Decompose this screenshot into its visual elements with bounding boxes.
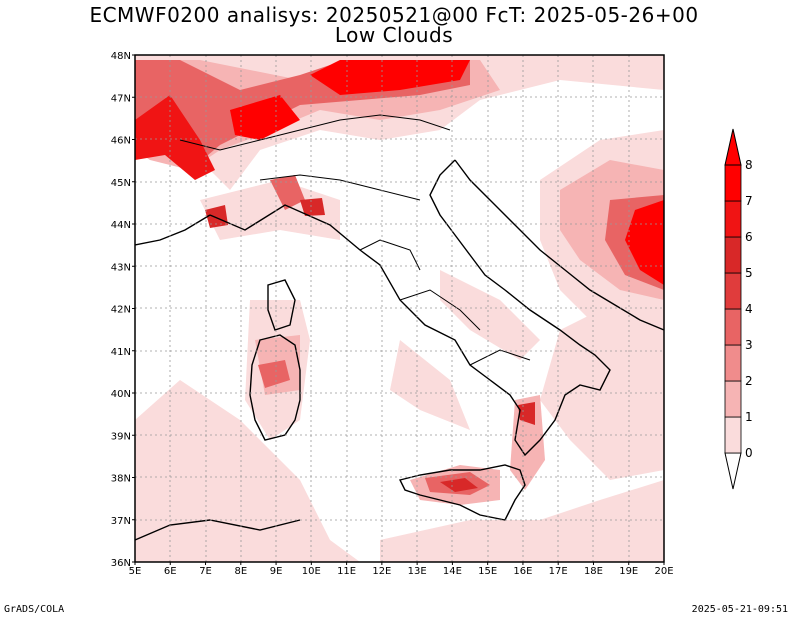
colorbar: 0 1 2 3 4 5 6 7 8 (724, 128, 753, 490)
cloud-max-balkans (625, 200, 664, 285)
colorbar-segment (724, 200, 742, 238)
lon-tick-label: 5E (129, 566, 142, 577)
colorbar-level-label: 1 (745, 410, 753, 424)
lon-tick-label: 7E (199, 566, 212, 577)
lon-tick-label: 18E (584, 566, 603, 577)
lat-tick-label: 41N (111, 347, 131, 358)
colorbar-segment (724, 272, 742, 310)
lat-tick-label: 42N (111, 305, 131, 316)
cloud-field-sea-west (135, 380, 360, 562)
colorbar-segment (724, 344, 742, 382)
lon-tick-label: 16E (513, 566, 532, 577)
cloud-core-sardinia-strong (258, 360, 290, 388)
corsica-coastline (267, 279, 296, 331)
lat-tick-label: 40N (111, 389, 131, 400)
lat-tick-label: 38N (111, 474, 131, 485)
italy-mainland-coastline (209, 159, 611, 457)
colorbar-segment (724, 380, 742, 418)
colorbar-segment (724, 236, 742, 274)
lon-tick-label: 17E (549, 566, 568, 577)
latitude-tick-labels: 36N 37N 38N 39N 40N 41N 42N 43N 44N 45N 46N 47N 48N (111, 51, 135, 569)
lon-tick-label: 9E (270, 566, 283, 577)
lat-tick-label: 37N (111, 516, 131, 527)
colorbar-segment (724, 416, 742, 454)
colorbar-level-label: 5 (745, 266, 753, 280)
border-line-c (359, 239, 421, 271)
cloud-field-tyrrhenian (390, 340, 470, 430)
cloud-max-central-alps (230, 95, 300, 140)
colorbar-max-arrow (724, 128, 742, 166)
cloud-max-tyrrhenian (205, 205, 228, 228)
sardinia-coastline (249, 334, 301, 441)
balkan-coastline (454, 159, 664, 331)
colorbar-min-arrow (724, 452, 742, 490)
colorbar-level-label: 6 (745, 230, 753, 244)
lat-tick-label: 43N (111, 262, 131, 273)
lat-tick-label: 45N (111, 178, 131, 189)
lon-tick-label: 12E (372, 566, 391, 577)
colorbar-segment (724, 308, 742, 346)
cloud-field-adriatic-coast (440, 270, 540, 360)
cloud-max-sicily (440, 478, 478, 492)
lon-tick-label: 19E (619, 566, 638, 577)
border-line-a (179, 114, 451, 151)
colorbar-level-label: 8 (745, 158, 753, 172)
lon-tick-label: 14E (443, 566, 462, 577)
map-title: ECMWF0200 analisys: 20250521@00 FcT: 202… (89, 3, 699, 27)
timestamp-label: 2025-05-21-09:51 (691, 604, 788, 615)
colorbar-level-label: 0 (745, 446, 753, 460)
regional-borders (179, 114, 531, 366)
colorbar-level-label: 7 (745, 194, 753, 208)
colorbar-level-label: 2 (745, 374, 753, 388)
lon-tick-label: 13E (408, 566, 427, 577)
lat-tick-label: 44N (111, 220, 131, 231)
border-line-d (399, 289, 481, 331)
lon-tick-label: 10E (302, 566, 321, 577)
colorbar-level-label: 3 (745, 338, 753, 352)
lat-tick-label: 46N (111, 136, 131, 147)
lon-tick-label: 6E (164, 566, 177, 577)
cloud-max-calabria (518, 402, 535, 425)
map-subtitle: Low Clouds (334, 23, 454, 47)
longitude-tick-labels: 5E 6E 7E 8E 9E 10E 11E 12E 13E 14E 15E 16E 17E 18E 19E… (129, 562, 674, 577)
lat-tick-label: 39N (111, 431, 131, 442)
lat-tick-label: 36N (111, 558, 131, 569)
colorbar-level-label: 4 (745, 302, 753, 316)
france-coastline (135, 214, 211, 246)
lat-tick-label: 47N (111, 93, 131, 104)
border-line-b (259, 174, 421, 201)
cloud-core-liguria-strong (270, 175, 305, 210)
coastlines (135, 159, 664, 541)
cloud-fill-layer (135, 55, 664, 562)
cloud-max-liguria (300, 198, 325, 216)
lon-tick-label: 11E (337, 566, 356, 577)
credit-label: GrADS/COLA (4, 604, 65, 615)
sicily-coastline (398, 464, 526, 521)
cloud-max-north-alps (310, 60, 470, 95)
graticule (135, 55, 664, 562)
lon-tick-label: 20E (654, 566, 673, 577)
lat-tick-label: 48N (111, 51, 131, 62)
colorbar-segment (724, 164, 742, 202)
lon-tick-label: 15E (478, 566, 497, 577)
lon-tick-label: 8E (234, 566, 247, 577)
border-line-e (469, 349, 531, 366)
cloud-max-west-alps (135, 95, 215, 180)
